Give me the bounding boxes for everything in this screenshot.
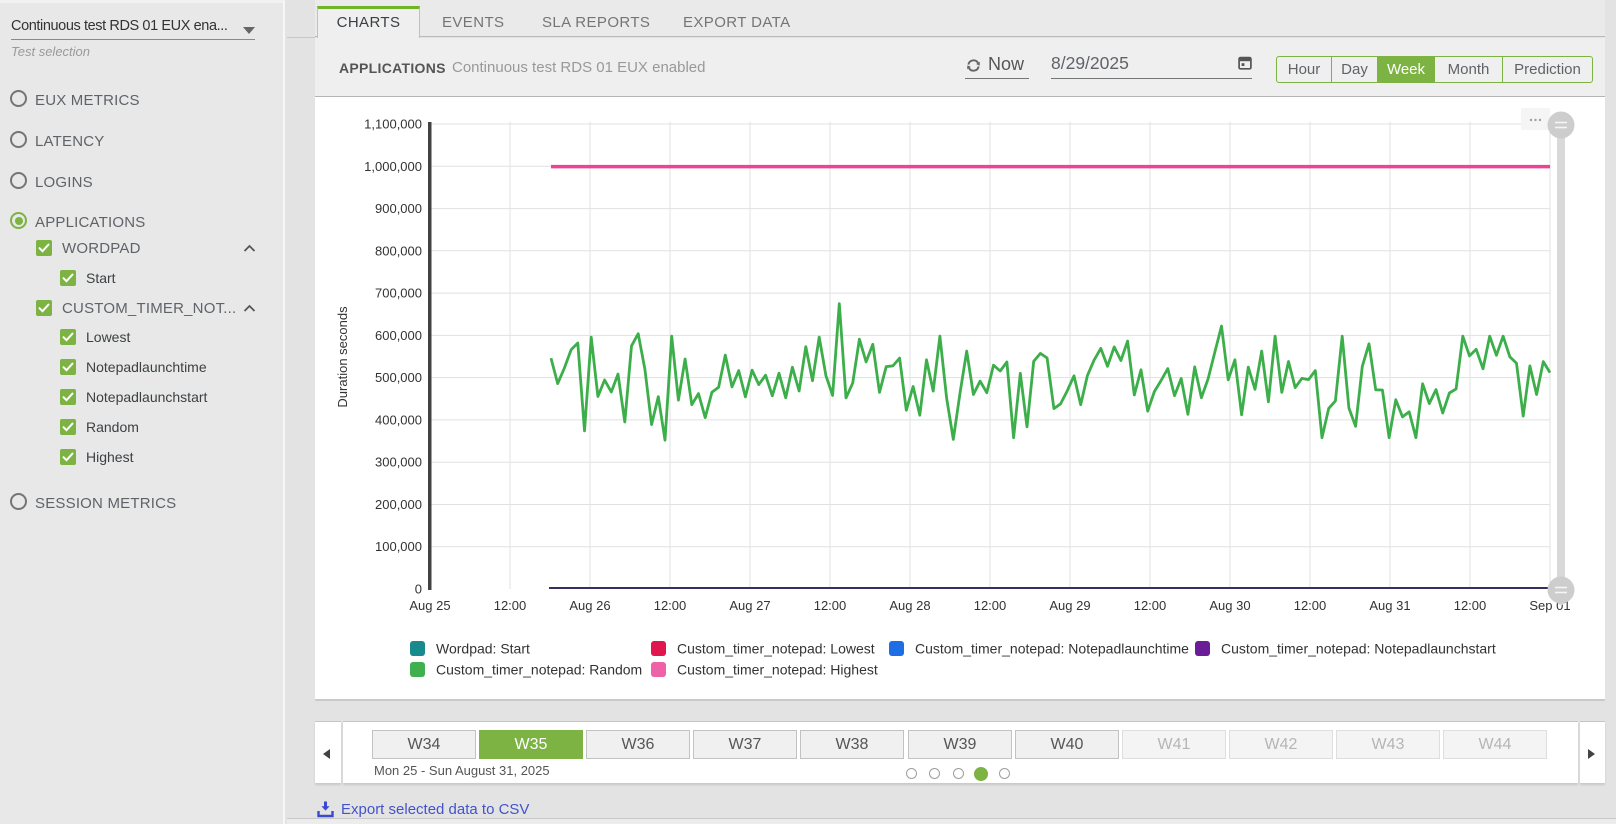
- svg-text:12:00: 12:00: [814, 598, 847, 613]
- svg-text:Aug 27: Aug 27: [729, 598, 770, 613]
- svg-text:100,000: 100,000: [375, 539, 422, 554]
- svg-text:Duration seconds: Duration seconds: [335, 306, 350, 408]
- svg-text:Custom_timer_notepad: Notepadl: Custom_timer_notepad: Notepadlaunchtime: [915, 641, 1189, 657]
- svg-text:Aug 26: Aug 26: [569, 598, 610, 613]
- svg-text:Custom_timer_notepad: Lowest: Custom_timer_notepad: Lowest: [677, 641, 875, 657]
- svg-text:500,000: 500,000: [375, 370, 422, 385]
- svg-text:Wordpad: Start: Wordpad: Start: [436, 641, 530, 657]
- svg-text:300,000: 300,000: [375, 455, 422, 470]
- svg-text:Aug 30: Aug 30: [1209, 598, 1250, 613]
- svg-text:12:00: 12:00: [974, 598, 1007, 613]
- svg-text:Custom_timer_notepad: Highest: Custom_timer_notepad: Highest: [677, 662, 878, 678]
- svg-text:1,000,000: 1,000,000: [364, 159, 422, 174]
- svg-text:600,000: 600,000: [375, 328, 422, 343]
- svg-text:0: 0: [415, 582, 422, 597]
- svg-text:Custom_timer_notepad: Notepadl: Custom_timer_notepad: Notepadlaunchstart: [1221, 641, 1496, 657]
- svg-text:Aug 25: Aug 25: [409, 598, 450, 613]
- svg-text:12:00: 12:00: [654, 598, 687, 613]
- svg-text:800,000: 800,000: [375, 243, 422, 258]
- svg-text:12:00: 12:00: [1294, 598, 1327, 613]
- svg-text:400,000: 400,000: [375, 412, 422, 427]
- svg-text:Aug 29: Aug 29: [1049, 598, 1090, 613]
- svg-text:Custom_timer_notepad: Random: Custom_timer_notepad: Random: [436, 662, 642, 678]
- svg-text:700,000: 700,000: [375, 286, 422, 301]
- svg-text:200,000: 200,000: [375, 497, 422, 512]
- svg-text:Aug 28: Aug 28: [889, 598, 930, 613]
- svg-text:12:00: 12:00: [494, 598, 527, 613]
- svg-text:1,100,000: 1,100,000: [364, 117, 422, 132]
- svg-text:Aug 31: Aug 31: [1369, 598, 1410, 613]
- svg-text:12:00: 12:00: [1454, 598, 1487, 613]
- svg-text:900,000: 900,000: [375, 201, 422, 216]
- svg-text:12:00: 12:00: [1134, 598, 1167, 613]
